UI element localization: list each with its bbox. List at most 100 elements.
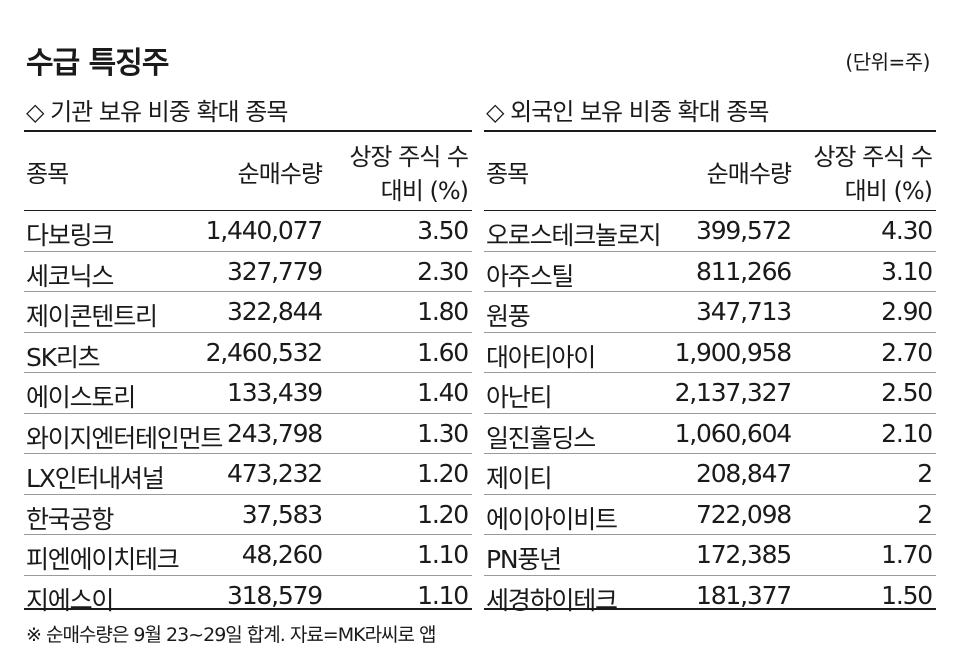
table-row: 대아티아이 1,900,958 2.70 <box>484 333 936 373</box>
table-row: SK리츠 2,460,532 1.60 <box>24 333 472 373</box>
table-row: 아난티 2,137,327 2.50 <box>484 373 936 414</box>
ratio-value: 1.60 <box>417 337 469 367</box>
table-row: LX인터내셔널 473,232 1.20 <box>24 454 472 495</box>
ratio-value: 1.20 <box>417 459 469 488</box>
ratio-value: 1.10 <box>417 580 469 610</box>
ratio-value: 2.10 <box>881 418 933 448</box>
ratio-value: 1.50 <box>881 580 933 610</box>
table-row: 아주스틸 811,266 3.10 <box>484 252 936 292</box>
stock-name: LX인터내셔널 <box>26 464 165 493</box>
header-ratio: 상장 주식 수 대비 (%) <box>349 140 469 208</box>
ratio-value: 1.80 <box>417 297 469 326</box>
table-row: 피엔에이치테크 48,260 1.10 <box>24 535 472 576</box>
stock-name: 지에스이 <box>26 585 114 615</box>
unit-label: (단위=주) <box>845 50 930 74</box>
header-ratio-line2: 대비 (%) <box>844 177 933 205</box>
table-row: 한국공항 37,583 1.20 <box>24 495 472 535</box>
stock-name: 에이스토리 <box>26 383 136 412</box>
net-buy-value: 133,439 <box>227 378 323 407</box>
table-row: 세경하이테크 181,377 1.50 <box>484 576 936 616</box>
net-buy-value: 722,098 <box>696 499 792 529</box>
table-row: 일진홀딩스 1,060,604 2.10 <box>484 414 936 454</box>
stock-name: 아주스틸 <box>486 261 574 291</box>
ratio-value: 1.20 <box>417 499 469 529</box>
table-row: 다보링크 1,440,077 3.50 <box>24 211 472 252</box>
institutional-section-title: ◇ 기관 보유 비중 확대 종목 <box>26 98 288 126</box>
header-ratio-line1: 상장 주식 수 <box>813 143 933 171</box>
net-buy-value: 48,260 <box>241 540 323 569</box>
stock-name: SK리츠 <box>26 342 101 372</box>
ratio-value: 2.30 <box>417 256 469 286</box>
table-row: 세코닉스 327,779 2.30 <box>24 252 472 292</box>
table-row: 제이티 208,847 2 <box>484 454 936 495</box>
ratio-value: 2.50 <box>881 378 933 407</box>
stock-name: 제이티 <box>486 464 553 493</box>
net-buy-value: 2,460,532 <box>205 337 324 367</box>
foreign-table: 종목 순매수량 상장 주식 수 대비 (%) 오로스테크놀로지 399,572 4.… <box>484 130 936 615</box>
stock-name: 일진홀딩스 <box>486 423 596 453</box>
ratio-value: 4.30 <box>881 216 933 245</box>
table-row: 제이콘텐트리 322,844 1.80 <box>24 292 472 333</box>
net-buy-value: 322,844 <box>227 297 323 326</box>
header-name: 종목 <box>486 160 529 188</box>
header-net-buy: 순매수량 <box>706 160 792 188</box>
ratio-value: 2.70 <box>881 337 933 367</box>
table-row: 오로스테크놀로지 399,572 4.30 <box>484 211 936 252</box>
ratio-value: 2.90 <box>881 297 933 326</box>
ratio-value: 1.70 <box>881 540 933 569</box>
stock-name: 대아티아이 <box>486 342 596 372</box>
table-row: 지에스이 318,579 1.10 <box>24 576 472 616</box>
institutional-table-body: 다보링크 1,440,077 3.50 세코닉스 327,779 2.30 제이콘텐트리 32… <box>24 211 472 615</box>
net-buy-value: 399,572 <box>696 216 792 245</box>
net-buy-value: 208,847 <box>696 459 792 488</box>
ratio-value: 3.10 <box>881 256 933 286</box>
table-header: 종목 순매수량 상장 주식 수 대비 (%) <box>484 132 936 211</box>
table-row: 에이스토리 133,439 1.40 <box>24 373 472 414</box>
page-title: 수급 특징주 <box>26 46 169 81</box>
net-buy-value: 1,060,604 <box>674 418 793 448</box>
institutional-table: 종목 순매수량 상장 주식 수 대비 (%) 다보링크 1,440,077 3.50… <box>24 130 472 615</box>
net-buy-value: 172,385 <box>696 540 792 569</box>
net-buy-value: 243,798 <box>227 418 323 448</box>
header-net-buy: 순매수량 <box>237 160 323 188</box>
header-ratio: 상장 주식 수 대비 (%) <box>813 140 933 208</box>
footnote: ※ 순매수량은 9월 23~29일 합계. 자료=MK라씨로 앱 <box>26 624 437 646</box>
ratio-value: 2 <box>917 459 933 488</box>
stock-name: 세코닉스 <box>26 261 114 291</box>
table-row: 와이지엔터테인먼트 243,798 1.30 <box>24 414 472 454</box>
stock-name: PN풍년 <box>486 545 562 574</box>
stock-name: 아난티 <box>486 383 553 412</box>
foreign-section-title: ◇ 외국인 보유 비중 확대 종목 <box>486 98 769 126</box>
net-buy-value: 37,583 <box>241 499 323 529</box>
ratio-value: 1.10 <box>417 540 469 569</box>
ratio-value: 1.30 <box>417 418 469 448</box>
foreign-table-body: 오로스테크놀로지 399,572 4.30 아주스틸 811,266 3.10 원풍 347,… <box>484 211 936 615</box>
net-buy-value: 1,440,077 <box>205 216 324 245</box>
table-row: PN풍년 172,385 1.70 <box>484 535 936 576</box>
table-row: 에이아이비트 722,098 2 <box>484 495 936 535</box>
ratio-value: 3.50 <box>417 216 469 245</box>
net-buy-value: 318,579 <box>227 580 323 610</box>
header-ratio-line1: 상장 주식 수 <box>349 143 469 171</box>
net-buy-value: 811,266 <box>696 256 792 286</box>
header-name: 종목 <box>26 160 69 188</box>
stock-name: 원풍 <box>486 302 531 331</box>
net-buy-value: 327,779 <box>227 256 323 286</box>
net-buy-value: 181,377 <box>696 580 792 610</box>
table-row: 원풍 347,713 2.90 <box>484 292 936 333</box>
ratio-value: 1.40 <box>417 378 469 407</box>
table-header: 종목 순매수량 상장 주식 수 대비 (%) <box>24 132 472 211</box>
stock-name: 와이지엔터테인먼트 <box>26 423 223 453</box>
stock-name: 피엔에이치테크 <box>26 545 180 574</box>
ratio-value: 2 <box>917 499 933 529</box>
net-buy-value: 347,713 <box>696 297 792 326</box>
stock-name: 세경하이테크 <box>486 585 618 615</box>
stock-name: 에이아이비트 <box>486 504 618 534</box>
stock-name: 다보링크 <box>26 221 114 250</box>
stock-name: 제이콘텐트리 <box>26 302 158 331</box>
net-buy-value: 1,900,958 <box>674 337 793 367</box>
net-buy-value: 2,137,327 <box>674 378 793 407</box>
stock-name: 한국공항 <box>26 504 114 534</box>
stock-name: 오로스테크놀로지 <box>486 221 662 250</box>
header-ratio-line2: 대비 (%) <box>380 177 469 205</box>
